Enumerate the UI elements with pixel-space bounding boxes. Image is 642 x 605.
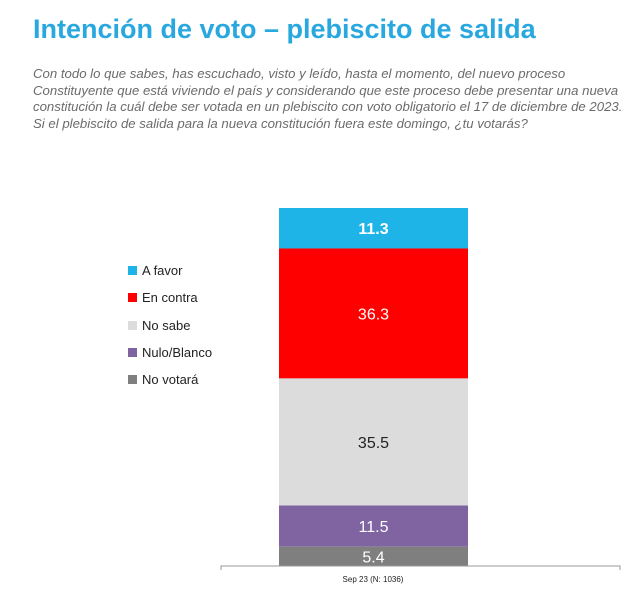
legend-item: En contra	[128, 284, 212, 311]
bar-segment	[279, 505, 468, 547]
data-label: 35.5	[358, 435, 389, 452]
bar-segment	[279, 248, 468, 379]
legend-item: No sabe	[128, 312, 212, 339]
bar-segment	[279, 378, 468, 506]
data-label: 36.3	[358, 306, 389, 323]
legend-item: No votará	[128, 366, 212, 393]
legend-item: Nulo/Blanco	[128, 339, 212, 366]
legend-swatch	[128, 348, 137, 358]
legend-label: A favor	[142, 263, 183, 279]
legend-swatch	[128, 375, 137, 385]
legend-swatch	[128, 320, 137, 330]
legend-label: No votará	[142, 372, 199, 388]
survey-question: Con todo lo que sabes, has escuchado, vi…	[33, 66, 623, 131]
legend-label: En contra	[142, 290, 198, 306]
x-tick-label: Sep 23 (N: 1036)	[343, 575, 404, 584]
bar-segment	[279, 208, 468, 249]
legend-item: A favor	[128, 257, 212, 284]
legend-label: Nulo/Blanco	[142, 345, 213, 361]
page-title: Intención de voto – plebiscito de salida	[33, 14, 536, 44]
legend-label: No sabe	[142, 317, 191, 333]
data-label: 11.3	[358, 221, 388, 238]
legend-swatch	[128, 293, 137, 303]
legend-swatch	[128, 266, 137, 276]
x-axis	[220, 565, 621, 570]
legend: A favor En contra No sabe Nulo/Blanco No vot…	[128, 257, 212, 393]
data-label: 5.4	[362, 549, 384, 566]
data-label: 11.5	[359, 519, 389, 536]
bar-segment	[279, 546, 468, 566]
